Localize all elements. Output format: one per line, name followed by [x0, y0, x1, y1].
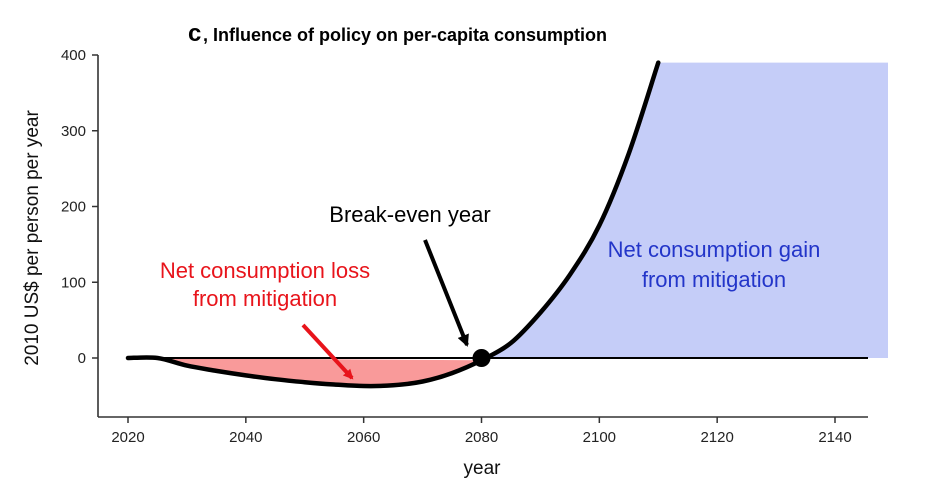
gain-area-fill: [481, 62, 888, 361]
y-axis-title: 2010 US$ per person per year: [22, 110, 43, 366]
x-tick-label: 2140: [818, 429, 851, 446]
chart-title: , Influence of policy on per-capita cons…: [203, 25, 607, 45]
loss-label-line1: Net consumption loss: [160, 258, 370, 283]
y-ticks: 0 100 200 300 400: [61, 47, 98, 367]
gain-label-line2: from mitigation: [642, 267, 786, 292]
x-tick-label: 2020: [111, 429, 144, 446]
x-tick-label: 2060: [347, 429, 380, 446]
loss-label-line2: from mitigation: [193, 286, 337, 311]
break-even-arrow: [423, 239, 469, 347]
loss-area-fill: [157, 358, 482, 387]
x-tick-label: 2120: [700, 429, 733, 446]
loss-arrow: [301, 323, 354, 380]
x-tick-label: 2080: [465, 429, 498, 446]
x-tick-label: 2040: [229, 429, 262, 446]
gain-label-line1: Net consumption gain: [608, 237, 821, 262]
panel-letter: c: [188, 20, 201, 47]
x-tick-label: 2100: [583, 429, 616, 446]
y-tick-label: 0: [78, 350, 86, 367]
x-ticks: 2020 2040 2060 2080 2100 2120 2140: [111, 417, 852, 446]
y-tick-label: 400: [61, 47, 86, 64]
break-even-point: [472, 349, 491, 367]
y-tick-label: 300: [61, 123, 86, 140]
consumption-curve: [125, 60, 661, 389]
y-tick-label: 100: [61, 274, 86, 291]
y-tick-label: 200: [61, 199, 86, 216]
break-even-label: Break-even year: [329, 202, 490, 227]
x-axis-title: year: [464, 458, 502, 479]
